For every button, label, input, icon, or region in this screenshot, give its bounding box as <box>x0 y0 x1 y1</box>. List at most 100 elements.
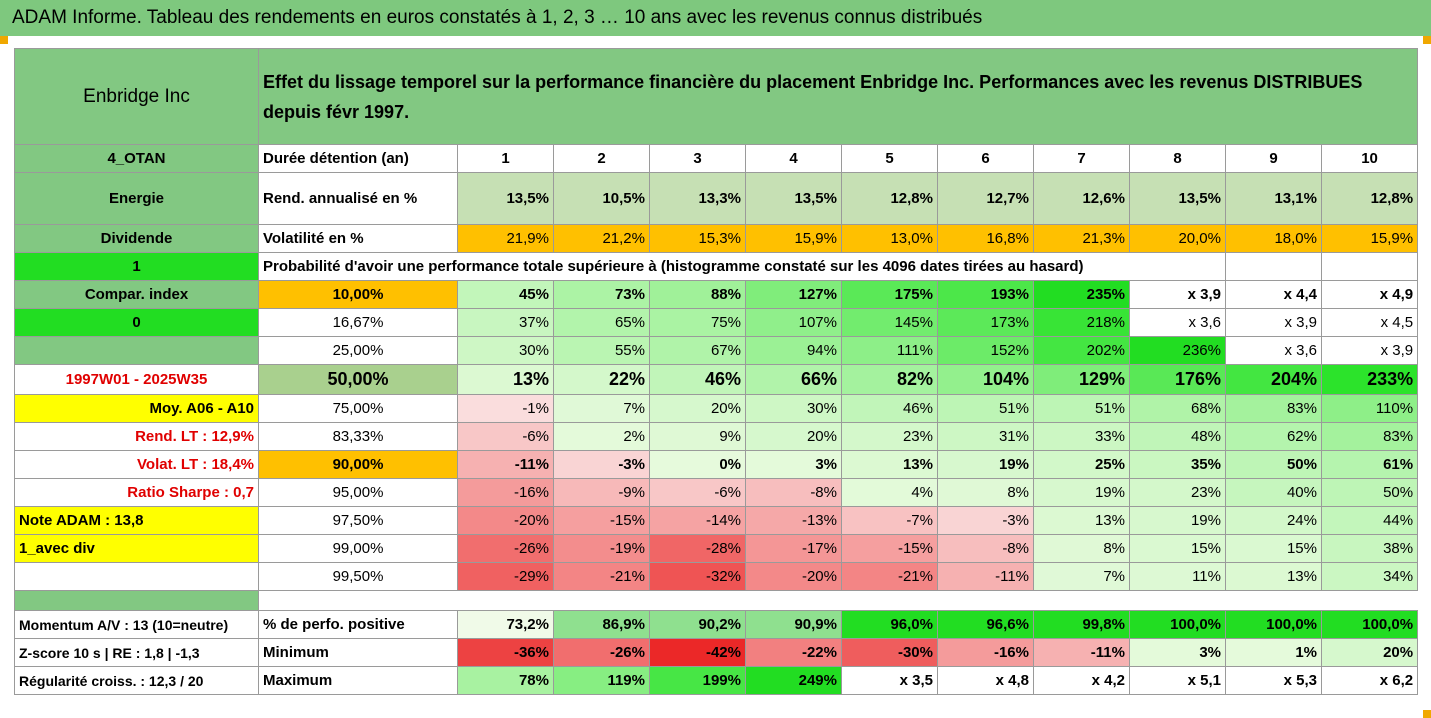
stat-value: -30% <box>841 638 938 667</box>
percentile-value: 236% <box>1129 336 1226 365</box>
percentile-value: 51% <box>1033 394 1130 423</box>
flag-cell: 1 <box>14 252 259 281</box>
percentile-value: x 4,4 <box>1225 280 1322 309</box>
year-header: 2 <box>553 144 650 173</box>
percentile-value: -20% <box>745 562 842 591</box>
percentile-value: 30% <box>457 336 554 365</box>
stat-side-label: Régularité croiss. : 12,3 / 20 <box>14 666 259 695</box>
stat-value: x 4,2 <box>1033 666 1130 695</box>
percentile-label: 50,00% <box>258 364 458 395</box>
percentile-value: 193% <box>937 280 1034 309</box>
return-row: Energie Rend. annualisé en % 13,5% 10,5% 13,… <box>14 172 1419 225</box>
stat-value: x 5,3 <box>1225 666 1322 695</box>
return-value: 12,8% <box>841 172 938 225</box>
percentile-value: -28% <box>649 534 746 563</box>
percentile-value: 83% <box>1225 394 1322 423</box>
year-header: 7 <box>1033 144 1130 173</box>
percentile-label: 25,00% <box>258 336 458 365</box>
stat-value: 78% <box>457 666 554 695</box>
percentile-value: -6% <box>649 478 746 507</box>
percentile-value: 0% <box>649 450 746 479</box>
percentile-value: 50% <box>1225 450 1322 479</box>
volatility-value: 15,9% <box>1320 224 1419 253</box>
stat-value: 99,8% <box>1033 610 1130 639</box>
side-label <box>14 336 259 365</box>
percentile-value: -11% <box>457 450 554 479</box>
stat-value: 90,9% <box>745 610 842 639</box>
percentile-value: 233% <box>1320 364 1419 395</box>
percentile-value: 40% <box>1225 478 1322 507</box>
percentile-value: -8% <box>745 478 842 507</box>
percentile-value: -16% <box>457 478 554 507</box>
percentile-value: -9% <box>553 478 650 507</box>
percentile-value: 50% <box>1320 478 1419 507</box>
stat-value: -42% <box>649 638 746 667</box>
stat-value: -11% <box>1033 638 1130 667</box>
percentile-value: -15% <box>553 506 650 535</box>
percentile-value: x 3,9 <box>1225 308 1322 337</box>
percentile-row: 1997W01 - 2025W35 50,00% 13% 22% 46% 66% 82% 10… <box>14 364 1419 395</box>
percentile-value: 152% <box>937 336 1034 365</box>
percentile-value: -19% <box>553 534 650 563</box>
percentile-value: 22% <box>553 364 650 395</box>
percentile-value: -21% <box>841 562 938 591</box>
percentile-value: 46% <box>841 394 938 423</box>
side-label <box>14 562 259 591</box>
percentile-value: 20% <box>649 394 746 423</box>
spacer-row <box>14 590 1418 611</box>
stat-label: Maximum <box>258 666 458 695</box>
percentile-value: 202% <box>1033 336 1130 365</box>
stat-value: 249% <box>745 666 842 695</box>
stat-value: 86,9% <box>553 610 650 639</box>
percentile-value: -6% <box>457 422 554 451</box>
percentile-value: 176% <box>1129 364 1226 395</box>
percentile-value: 9% <box>649 422 746 451</box>
percentile-value: 45% <box>457 280 554 309</box>
percentile-value: 34% <box>1320 562 1419 591</box>
percentile-value: -14% <box>649 506 746 535</box>
percentile-value: -11% <box>937 562 1034 591</box>
percentile-value: 65% <box>553 308 650 337</box>
percentile-label: 83,33% <box>258 422 458 451</box>
percentile-value: 7% <box>553 394 650 423</box>
corner-marker-right <box>1423 36 1431 44</box>
side-label: Compar. index <box>14 280 259 309</box>
percentile-value: 107% <box>745 308 842 337</box>
year-header: 1 <box>457 144 554 173</box>
empty-cell <box>1320 252 1419 281</box>
percentile-value: 13% <box>1033 506 1130 535</box>
percentile-value: 31% <box>937 422 1034 451</box>
year-header: 10 <box>1320 144 1419 173</box>
percentile-row: 0 16,67% 37% 65% 75% 107% 145% 173% 218% x 3,6 x 3… <box>14 308 1419 337</box>
percentile-value: 24% <box>1225 506 1322 535</box>
percentile-value: x 3,9 <box>1320 336 1419 365</box>
report-title: ADAM Informe. Tableau des rendements en … <box>0 0 1431 36</box>
percentile-label: 10,00% <box>258 280 458 309</box>
side-label: 1_avec div <box>14 534 259 563</box>
percentile-value: 3% <box>745 450 842 479</box>
duration-row: 4_OTAN Durée détention (an) 1 2 3 4 5 6 7 8 9 10 <box>14 144 1419 173</box>
percentile-value: 145% <box>841 308 938 337</box>
percentile-row: Note ADAM : 13,8 97,50% -20% -15% -14% -13% -7… <box>14 506 1419 535</box>
header-row: Enbridge Inc Effet du lissage temporel s… <box>14 48 1419 145</box>
side-label: 1997W01 - 2025W35 <box>14 364 259 395</box>
percentile-value: 46% <box>649 364 746 395</box>
percentile-value: -29% <box>457 562 554 591</box>
percentile-value: -7% <box>841 506 938 535</box>
percentile-value: x 3,9 <box>1129 280 1226 309</box>
stat-value: 119% <box>553 666 650 695</box>
volatility-row: Dividende Volatilité en % 21,9% 21,2% 15,3% 1… <box>14 224 1419 253</box>
return-value: 12,6% <box>1033 172 1130 225</box>
stat-label: Minimum <box>258 638 458 667</box>
stat-label: % de perfo. positive <box>258 610 458 639</box>
probability-label: Probabilité d'avoir une performance tota… <box>258 252 1226 281</box>
percentile-value: -32% <box>649 562 746 591</box>
percentile-value: 8% <box>1033 534 1130 563</box>
percentile-value: 25% <box>1033 450 1130 479</box>
return-value: 13,5% <box>745 172 842 225</box>
stat-value: x 3,5 <box>841 666 938 695</box>
volatility-value: 15,9% <box>745 224 842 253</box>
return-value: 13,1% <box>1225 172 1322 225</box>
stat-value: 96,6% <box>937 610 1034 639</box>
percentile-value: 204% <box>1225 364 1322 395</box>
